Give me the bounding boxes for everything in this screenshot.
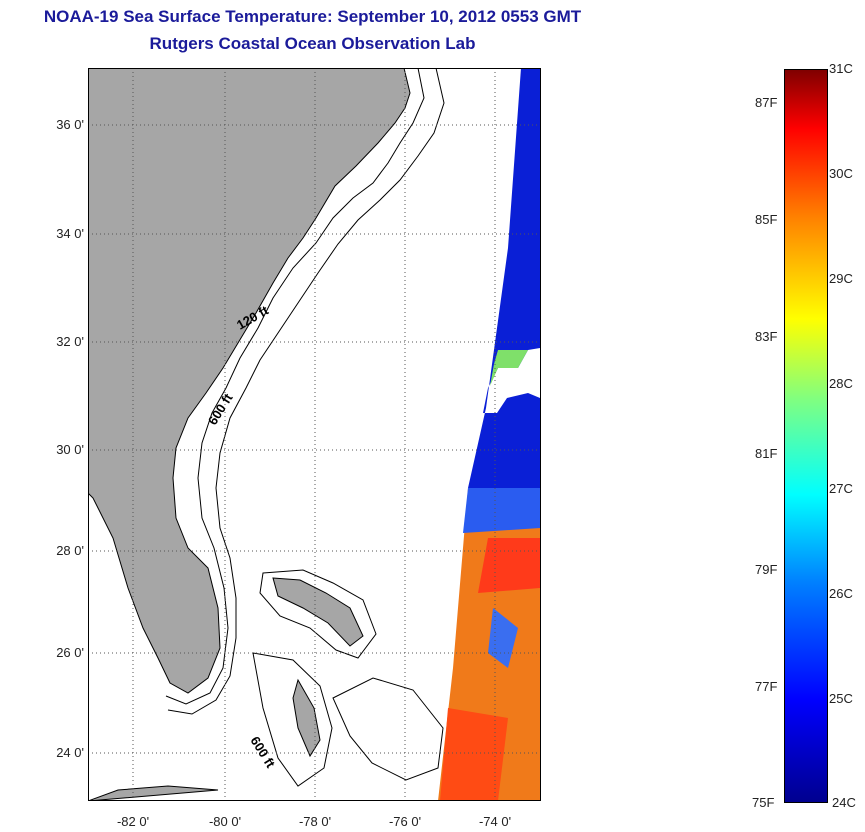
colorbar-fahrenheit-label: 81F	[755, 446, 778, 461]
colorbar-celsius-label: 26C	[829, 586, 853, 601]
lat-tick-label: 32 0'	[56, 334, 84, 349]
map-subtitle: Rutgers Coastal Ocean Observation Lab	[149, 34, 476, 53]
swath-cool-patch	[490, 350, 528, 386]
colorbar-celsius-label: 29C	[829, 271, 853, 286]
lon-tick-label: -82 0'	[116, 814, 150, 829]
colorbar-celsius-label: 24C	[832, 795, 856, 810]
contour-bahamas-600ft	[259, 569, 377, 659]
temperature-colorbar	[784, 69, 828, 803]
lat-tick-label: 36 0'	[56, 117, 84, 132]
colorbar-fahrenheit-label: 83F	[755, 329, 778, 344]
contour-label-600ft: 600 ft	[247, 734, 278, 771]
map-panel: 120 ft 600 ft 600 ft	[88, 68, 541, 801]
lat-tick-label: 30 0'	[56, 442, 84, 457]
colorbar-fahrenheit-label: 87F	[755, 95, 778, 110]
colorbar-celsius-label: 31C	[829, 61, 853, 76]
colorbar-celsius-label: 28C	[829, 376, 853, 391]
lon-tick-label: -76 0'	[388, 814, 422, 829]
colorbar-fahrenheit-label: 79F	[755, 562, 778, 577]
map-title: NOAA-19 Sea Surface Temperature: Septemb…	[43, 7, 582, 26]
contour-bahamas-600ft	[332, 677, 444, 781]
map-border	[88, 68, 541, 801]
sst-swath	[438, 68, 540, 801]
lon-tick-label: -78 0'	[298, 814, 332, 829]
swath-cold-region	[468, 68, 540, 488]
colorbar-celsius-label: 30C	[829, 166, 853, 181]
colorbar-celsius-label: 27C	[829, 481, 853, 496]
contour-bahamas-600ft	[252, 652, 333, 787]
swath-transition	[463, 488, 540, 533]
contour-cuba	[88, 785, 219, 801]
colorbar-fahrenheit-label: 75F	[752, 795, 775, 810]
colorbar-fahrenheit-label: 85F	[755, 212, 778, 227]
lon-tick-label: -74 0'	[478, 814, 512, 829]
lat-tick-label: 34 0'	[56, 226, 84, 241]
bahamas-island	[272, 577, 364, 647]
colorbar-celsius-label: 25C	[829, 691, 853, 706]
lon-tick-label: -80 0'	[208, 814, 242, 829]
swath-hot-patch-south	[440, 708, 508, 801]
sst-map: 120 ft 600 ft 600 ft	[88, 68, 541, 801]
bahamas-island	[292, 678, 321, 758]
swath-hot-patch	[478, 538, 540, 593]
contour-120ft	[165, 68, 425, 705]
contour-label-600ft: 600 ft	[205, 390, 236, 427]
lat-tick-label: 26 0'	[56, 645, 84, 660]
lat-tick-label: 24 0'	[56, 745, 84, 760]
lat-tick-label: 28 0'	[56, 543, 84, 558]
colorbar-fahrenheit-label: 77F	[755, 679, 778, 694]
us-coastline-land	[88, 68, 411, 694]
contour-600ft	[167, 68, 445, 715]
